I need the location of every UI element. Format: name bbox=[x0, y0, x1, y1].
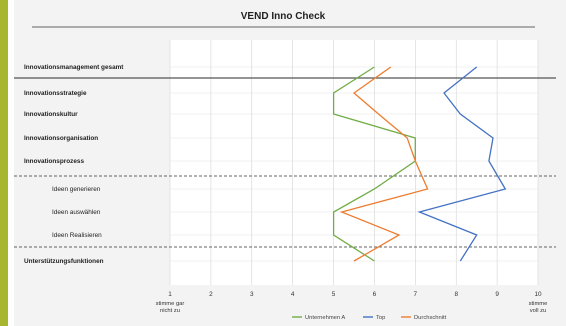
chart-title: VEND Inno Check bbox=[241, 11, 326, 22]
series-line-top bbox=[417, 66, 507, 262]
x-tick-label: 8 bbox=[454, 291, 458, 298]
category-label: Innovationsmanagement gesamt bbox=[24, 64, 124, 71]
x-tick-sublabel: stimme gar bbox=[156, 301, 185, 307]
category-label: Ideen auswählen bbox=[52, 209, 101, 216]
plot-area bbox=[170, 40, 538, 285]
legend-label: Durchschnitt bbox=[414, 315, 447, 321]
x-tick-label: 1 bbox=[168, 291, 172, 298]
legend-label: Top bbox=[376, 315, 385, 321]
category-label: Innovationsorganisation bbox=[24, 135, 98, 142]
x-tick-label: 2 bbox=[209, 291, 213, 298]
category-label: Ideen Realisieren bbox=[52, 232, 102, 239]
category-label: Innovationsstrategie bbox=[24, 90, 87, 97]
x-tick-sublabel: voll zu bbox=[530, 308, 546, 314]
x-tick-label: 5 bbox=[332, 291, 336, 298]
category-label: Unterstützungsfunktionen bbox=[24, 258, 104, 265]
x-tick-sublabel: stimme bbox=[529, 301, 548, 307]
x-tick-label: 10 bbox=[534, 291, 542, 298]
category-label: Innovationskultur bbox=[24, 111, 78, 118]
x-tick-label: 9 bbox=[495, 291, 499, 298]
accent-bar bbox=[0, 0, 8, 326]
x-tick-label: 3 bbox=[250, 291, 254, 298]
series-line-durchschnitt bbox=[339, 66, 429, 262]
category-label: Ideen generieren bbox=[52, 186, 101, 193]
x-tick-label: 7 bbox=[414, 291, 418, 298]
legend-label: Unternehmen A bbox=[305, 315, 345, 321]
x-tick-sublabel: nicht zu bbox=[160, 308, 180, 314]
x-tick-label: 6 bbox=[373, 291, 377, 298]
x-tick-label: 4 bbox=[291, 291, 295, 298]
category-label: Innovationsprozess bbox=[24, 158, 84, 165]
